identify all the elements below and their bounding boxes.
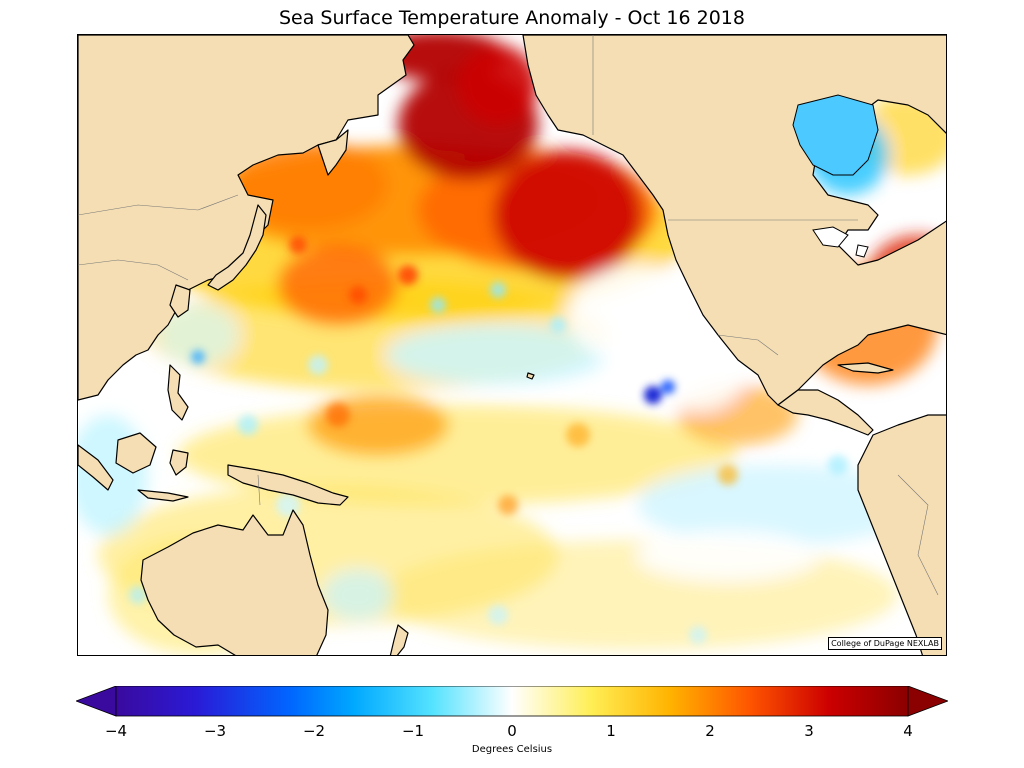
land-central-america <box>777 389 874 436</box>
colorbar-tick-label: 0 <box>507 722 517 740</box>
colorbar-tick-label: −2 <box>302 722 326 740</box>
colorbar-max-extension <box>907 685 950 717</box>
land-australia <box>140 509 329 655</box>
credit-label: College of DuPage NEXLAB <box>828 637 942 650</box>
anomaly-field <box>78 35 946 655</box>
colorbar-bar <box>115 685 909 717</box>
land-asia <box>78 35 415 401</box>
inland-water <box>792 94 879 258</box>
map-title: Sea Surface Temperature Anomaly - Oct 16… <box>279 7 745 29</box>
land-java <box>137 489 189 502</box>
land-borneo <box>115 432 157 474</box>
colorbar-tick-label: −4 <box>104 722 128 740</box>
colorbar-tick-label: −3 <box>203 722 227 740</box>
colorbar-graphic <box>74 685 950 717</box>
land-korea <box>169 284 191 318</box>
colorbar-tick-label: −1 <box>401 722 425 740</box>
hudson-bay <box>792 94 879 176</box>
colorbar-tick-label: 1 <box>606 722 616 740</box>
colorbar-tick-label: 2 <box>705 722 715 740</box>
map-canvas <box>78 35 946 655</box>
colorbar-label: Degrees Celsius <box>471 744 553 755</box>
land-caribbean <box>837 362 894 374</box>
political-borders <box>78 35 939 596</box>
sst-anomaly-map: College of DuPage NEXLAB <box>77 34 947 656</box>
land-japan <box>207 204 267 291</box>
colorbar-tick-label: 4 <box>903 722 913 740</box>
land-south-america <box>857 414 946 655</box>
colorbar <box>74 685 950 722</box>
land-new-zealand <box>389 624 409 655</box>
colorbar-min-extension <box>74 685 117 717</box>
land-philippines <box>167 364 189 421</box>
great-lakes <box>812 226 849 248</box>
land-sumatra <box>78 444 114 491</box>
land-sulawesi <box>169 449 189 476</box>
land-hawaii <box>526 372 535 380</box>
land-kamchatka <box>317 129 349 176</box>
colorbar-tick-label: 3 <box>804 722 814 740</box>
